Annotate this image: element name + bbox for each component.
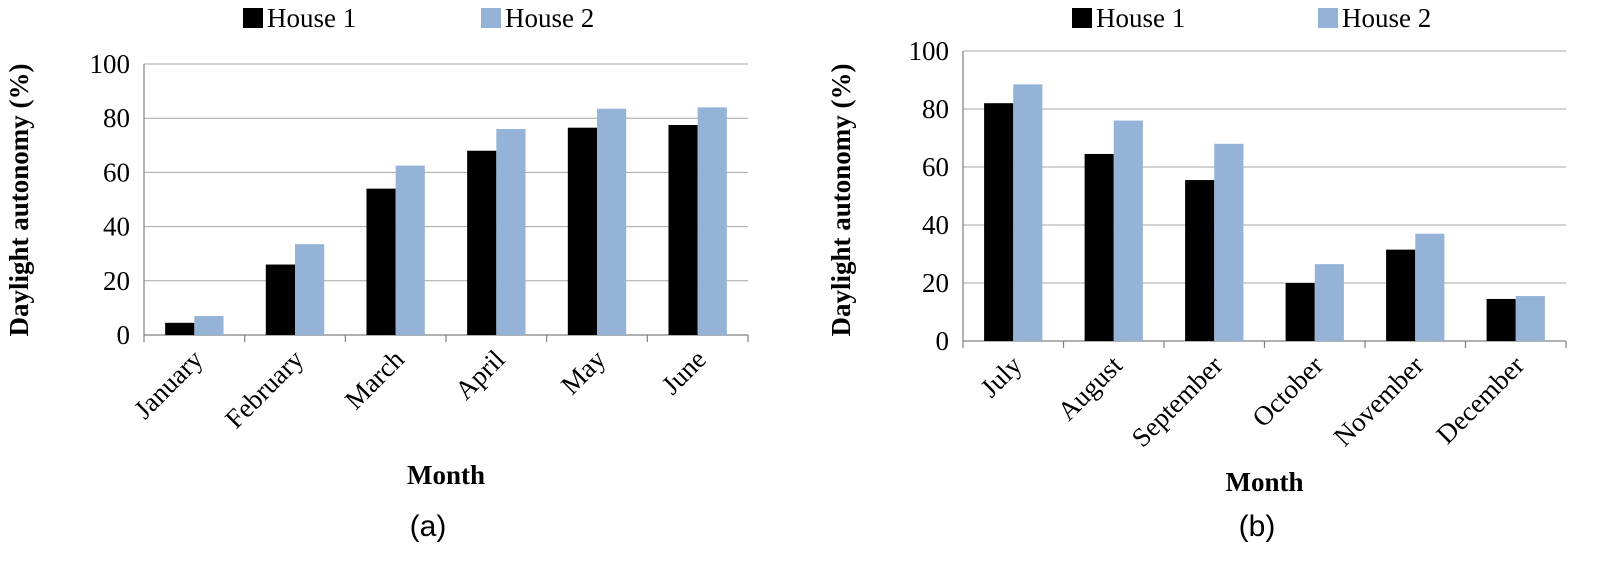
bar-house-2-january	[194, 316, 224, 335]
bar-house-1-september	[1185, 180, 1215, 341]
panel-label: (a)	[410, 510, 447, 543]
bar-house-1-july	[984, 103, 1014, 341]
y-tick-label: 80	[103, 103, 130, 133]
bar-house-1-february	[265, 264, 295, 335]
legend-swatch	[1318, 8, 1338, 28]
y-axis-title: Daylight autonomy (%)	[826, 63, 856, 336]
chart-panel-a: 0 20 40 60 80 100 January February March April May…	[4, 3, 749, 543]
x-tick-label: April	[449, 344, 511, 406]
bar-house-1-january	[165, 322, 195, 335]
bar-house-2-february	[295, 244, 325, 335]
x-tick-label: March	[339, 344, 410, 415]
y-tick-label: 0	[117, 320, 131, 350]
legend-label: House 1	[267, 3, 356, 33]
x-tick-label: February	[219, 344, 309, 434]
y-tick-label: 60	[922, 152, 949, 182]
bar-house-2-october	[1314, 264, 1344, 341]
x-tick-label: October	[1246, 350, 1329, 433]
x-tick-label: January	[128, 344, 209, 425]
x-tick-label: August	[1052, 350, 1129, 427]
y-tick-label: 80	[922, 94, 949, 124]
x-tick-label: December	[1430, 350, 1530, 450]
bar-house-2-september	[1214, 143, 1244, 341]
bar-house-1-april	[467, 150, 497, 335]
bar-house-1-june	[668, 124, 698, 335]
legend-label: House 2	[1342, 3, 1431, 33]
x-tick-label: July	[974, 350, 1027, 403]
bar-house-2-august	[1113, 120, 1143, 341]
y-tick-label: 20	[103, 266, 130, 296]
x-tick-label: May	[555, 344, 612, 401]
y-tick-label: 40	[103, 212, 130, 242]
bar-house-2-april	[496, 129, 526, 335]
y-tick-label: 100	[90, 49, 131, 79]
y-tick-label: 100	[909, 36, 950, 66]
bar-house-1-august	[1084, 153, 1114, 341]
y-tick-label: 0	[936, 326, 950, 356]
y-tick-label: 40	[922, 210, 949, 240]
y-tick-label: 60	[103, 157, 130, 187]
bar-house-1-october	[1285, 283, 1315, 341]
legend-swatch	[481, 8, 501, 28]
bar-house-2-november	[1415, 233, 1445, 341]
bar-house-2-june	[697, 107, 727, 335]
bar-house-2-march	[395, 165, 425, 335]
x-tick-label: November	[1328, 350, 1430, 452]
bar-house-1-december	[1486, 298, 1516, 341]
x-tick-label: September	[1126, 350, 1229, 453]
bar-house-1-may	[567, 127, 597, 335]
legend-label: House 1	[1096, 3, 1185, 33]
bar-house-2-july	[1013, 84, 1043, 341]
panel-label: (b)	[1239, 510, 1276, 543]
x-axis-title: Month	[407, 460, 485, 490]
y-axis-title: Daylight autonomy (%)	[4, 63, 34, 336]
bar-house-1-march	[366, 188, 396, 335]
legend-label: House 2	[505, 3, 594, 33]
x-tick-label: June	[656, 344, 712, 400]
bar-house-1-november	[1386, 249, 1416, 341]
bar-house-2-may	[597, 108, 627, 335]
x-axis-title: Month	[1225, 467, 1303, 497]
legend-swatch	[243, 8, 263, 28]
bar-house-2-december	[1515, 296, 1545, 341]
legend-swatch	[1072, 8, 1092, 28]
y-tick-label: 20	[922, 268, 949, 298]
